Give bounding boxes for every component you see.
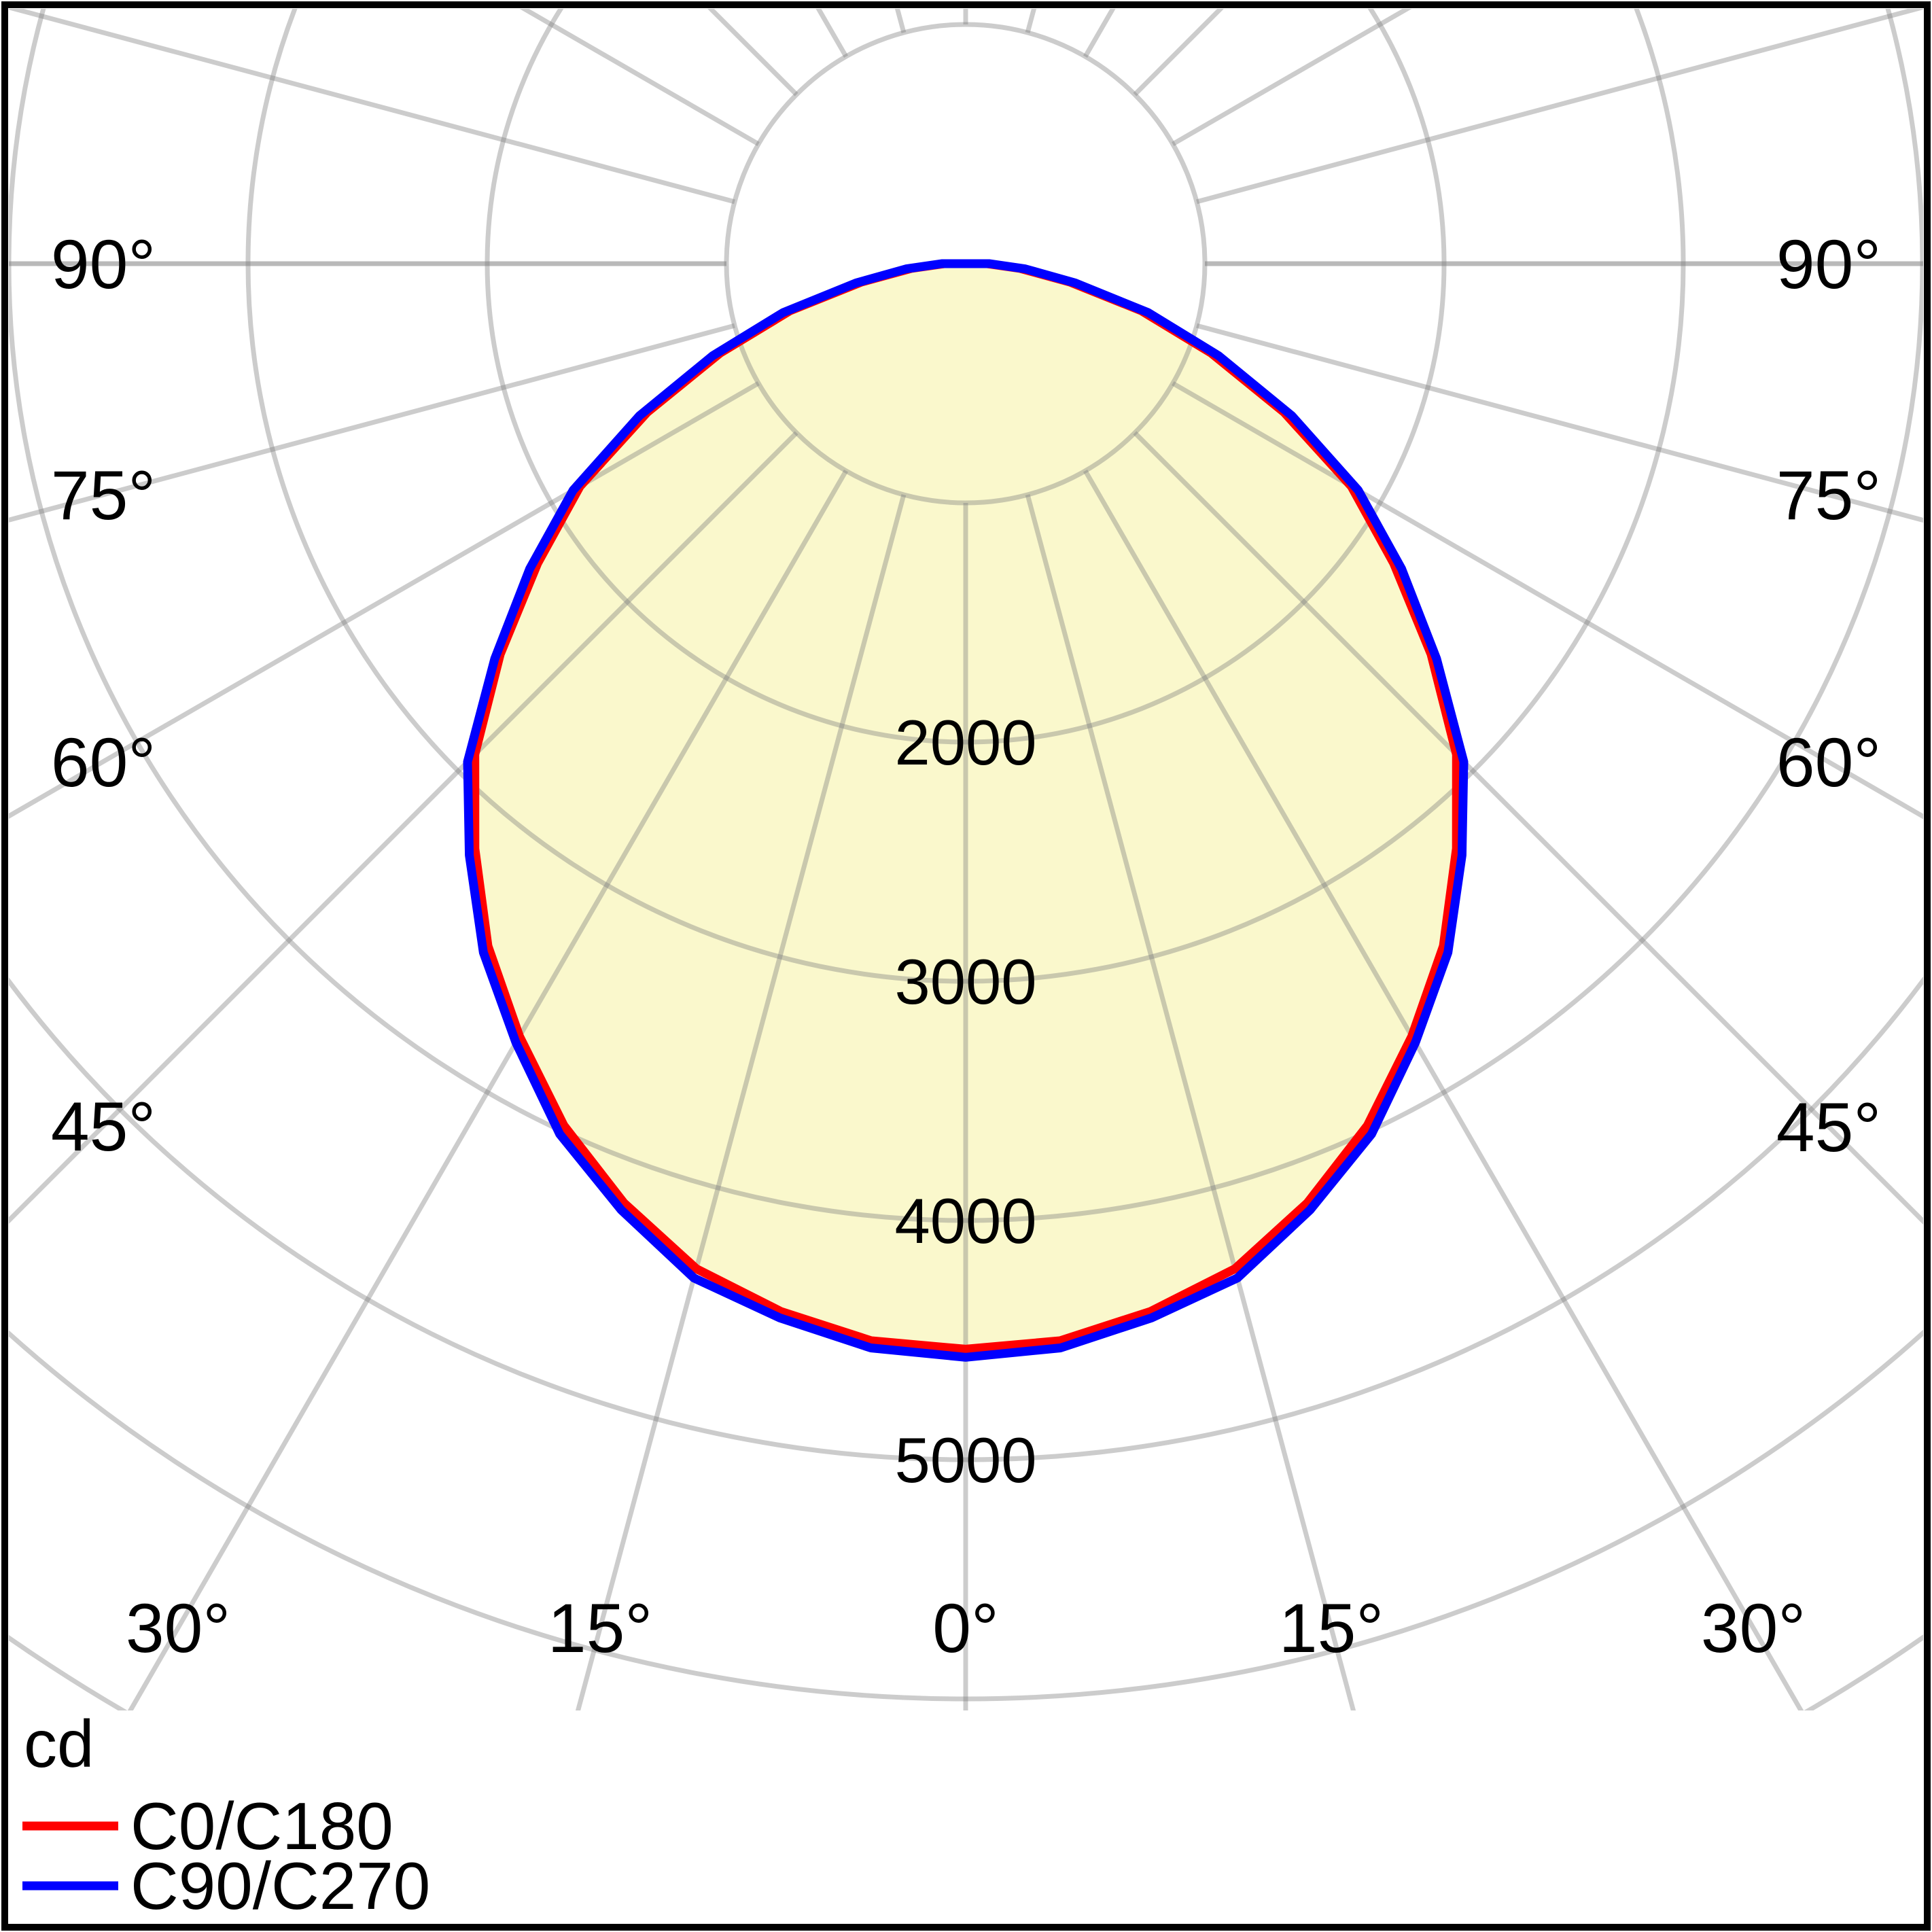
angle-label-bottom--30deg: 30° <box>126 1589 230 1667</box>
grid-ring-5000 <box>9 975 1923 1462</box>
angle-label-bottom-30deg: 30° <box>1701 1589 1806 1667</box>
legend-label-c90-c270: C90/C270 <box>130 1848 430 1923</box>
grid-radial-105deg <box>1196 9 1923 205</box>
grid-radial-120deg <box>1172 9 1412 147</box>
ring-label-4000: 4000 <box>894 1185 1036 1257</box>
ring-label-3000: 3000 <box>894 946 1036 1017</box>
grid-ring-6000 <box>9 1329 1923 1701</box>
grid-radial-135deg <box>1133 9 1224 96</box>
grid-radial-315deg <box>9 431 798 1224</box>
grid-radial-150deg <box>1083 9 1116 58</box>
angle-label-45deg: 45° <box>51 1088 156 1165</box>
ring-label-5000: 5000 <box>894 1424 1036 1496</box>
grid-radial-330deg <box>127 470 849 1710</box>
grid-radial-45deg <box>1133 431 1923 1225</box>
lobe-fill <box>474 264 1457 1350</box>
grid-radial-210deg <box>815 9 849 58</box>
grid-radial-345deg <box>575 494 907 1710</box>
angle-label-bottom-15deg: 15° <box>1279 1589 1384 1667</box>
grid-radial-225deg <box>707 9 798 96</box>
legend: cd C0/C180 C90/C270 <box>22 1706 430 1923</box>
legend-label-c0-c180: C0/C180 <box>130 1789 393 1863</box>
angle-label-60deg: 60° <box>51 724 156 801</box>
angle-label-45deg: 45° <box>1776 1089 1881 1166</box>
grid-radial-75deg <box>1196 323 1923 523</box>
legend-unit-label: cd <box>24 1706 94 1781</box>
grid-radial-285deg <box>9 323 735 523</box>
grid-radial-30deg <box>1083 470 1804 1710</box>
curve-c90-c270 <box>463 259 1469 1362</box>
angle-label-75deg: 75° <box>51 457 156 534</box>
grid-radial-240deg <box>519 9 760 147</box>
grid-radial-300deg <box>9 381 760 819</box>
angle-label-bottom-0deg: 0° <box>932 1589 999 1667</box>
axis-labels: 2000 3000 4000 5000 90° 75° 60° 45° 90° 75° 60° 45°… <box>51 226 1881 1667</box>
angle-label-60deg: 60° <box>1776 724 1881 801</box>
grid-radial-15deg <box>1025 494 1356 1710</box>
grid-radial-60deg <box>1172 381 1923 820</box>
angle-label-75deg: 75° <box>1776 457 1881 534</box>
angle-label-bottom--15deg: 15° <box>548 1589 652 1667</box>
grid-radial-255deg <box>9 9 735 205</box>
angle-label-90deg: 90° <box>1776 226 1881 303</box>
angle-label-90deg: 90° <box>51 226 156 303</box>
ring-label-2000: 2000 <box>894 707 1036 778</box>
